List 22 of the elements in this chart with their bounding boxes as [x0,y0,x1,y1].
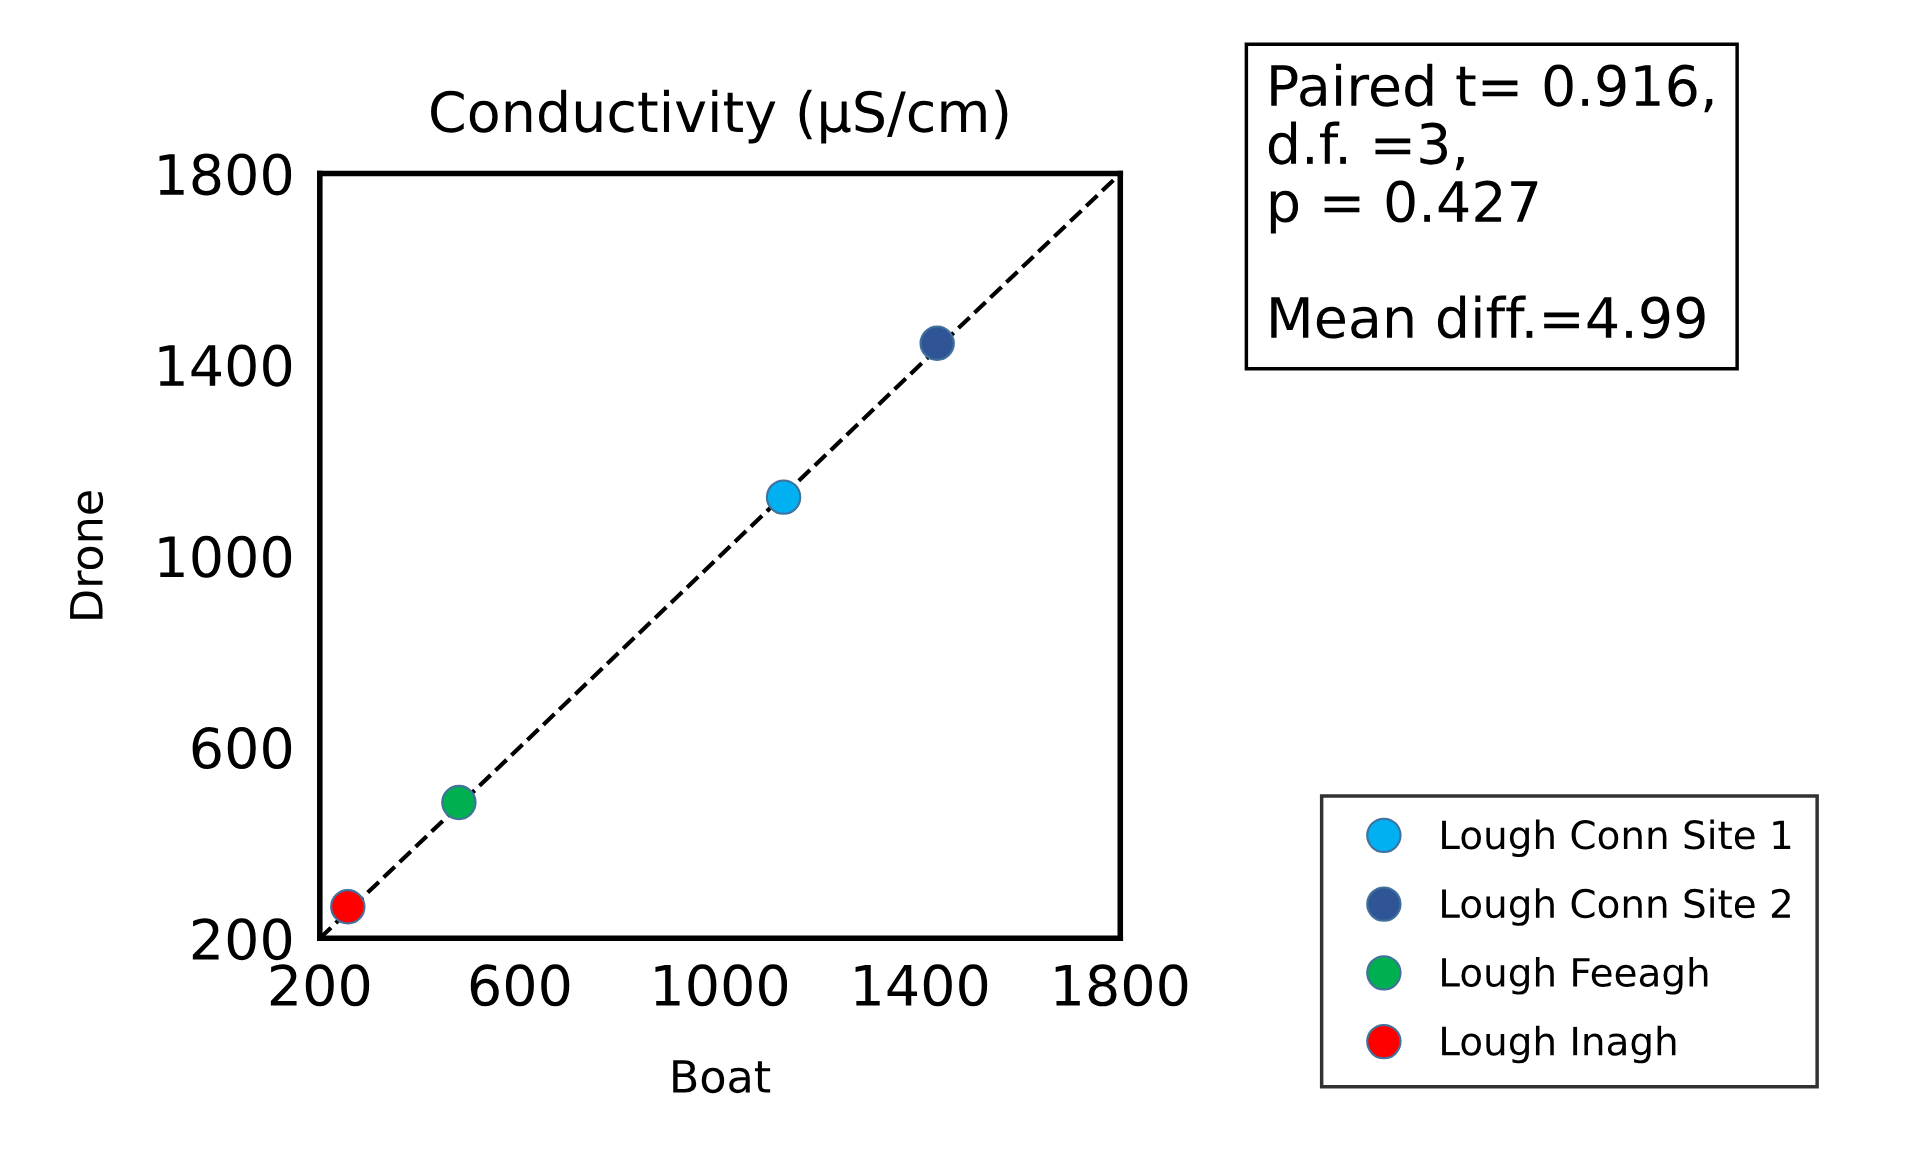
y-axis-title: Drone [70,491,104,619]
x-tick-label: 1000 [655,964,788,1007]
y-tick-label: 1000 [159,535,292,578]
point [441,784,477,821]
text: Paired t= 0.916, d.f. =3, p = 0.427 Mean diff.=4.99 [1268,63,1713,339]
point [330,889,366,925]
y-tick-label: 600 [192,727,292,770]
legend-label: Lough Conn Site 1 [1442,819,1791,858]
point [919,325,955,361]
legend-label: Lough Inagh [1442,1025,1676,1064]
y-tick-label: 200 [192,918,292,961]
legend-label: Lough Feeagh [1442,956,1708,995]
chart-title: Conductivity (µS/cm) [431,89,1008,144]
x-tick-label: 200 [270,964,370,1007]
x-tick-label: 600 [470,964,570,1007]
legend-label: Lough Conn Site 2 [1442,888,1790,926]
x-tick-label: 1800 [1055,964,1188,1007]
point [765,479,802,515]
x-tick-label: 1400 [855,964,988,1007]
y-tick-label: 1400 [159,344,292,387]
y-tick-label: 1800 [159,153,292,196]
x-axis-title: Boat [673,1060,771,1094]
